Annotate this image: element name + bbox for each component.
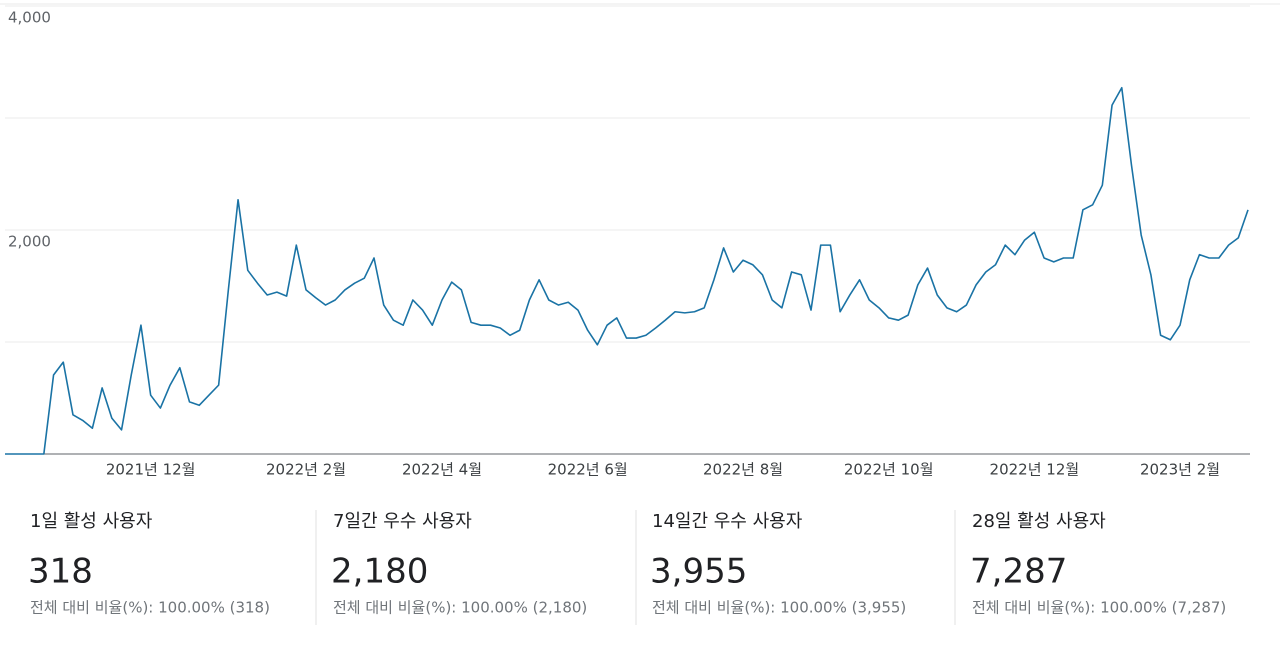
x-tick-label: 2022년 2월 — [266, 461, 346, 479]
metric-value: 318 — [28, 552, 93, 592]
x-tick-label: 2022년 8월 — [703, 461, 783, 479]
x-tick-label: 2022년 12월 — [990, 461, 1080, 479]
metric-ratio: 전체 대비 비율(%): 100.00% (3,955) — [652, 599, 906, 617]
x-tick-label: 2023년 2월 — [1140, 461, 1220, 479]
x-tick-label: 2022년 10월 — [844, 461, 934, 479]
y-tick-label: 4,000 — [8, 9, 51, 27]
metric-label: 28일 활성 사용자 — [972, 511, 1106, 532]
metric-value: 3,955 — [650, 552, 747, 592]
metric-label: 14일간 우수 사용자 — [652, 511, 803, 532]
x-tick-label: 2021년 12월 — [106, 461, 196, 479]
x-tick-label: 2022년 6월 — [548, 461, 628, 479]
metric-label: 7일간 우수 사용자 — [333, 511, 472, 532]
metric-ratio: 전체 대비 비율(%): 100.00% (7,287) — [972, 599, 1226, 617]
x-tick-label: 2022년 4월 — [402, 461, 482, 479]
y-tick-label: 2,000 — [8, 233, 51, 251]
metric-value: 2,180 — [331, 552, 428, 592]
data-line — [5, 86, 1249, 455]
metric-ratio: 전체 대비 비율(%): 100.00% (318) — [30, 599, 270, 617]
metric-value: 7,287 — [970, 552, 1067, 592]
metric-label: 1일 활성 사용자 — [30, 511, 153, 532]
metric-ratio: 전체 대비 비율(%): 100.00% (2,180) — [333, 599, 587, 617]
